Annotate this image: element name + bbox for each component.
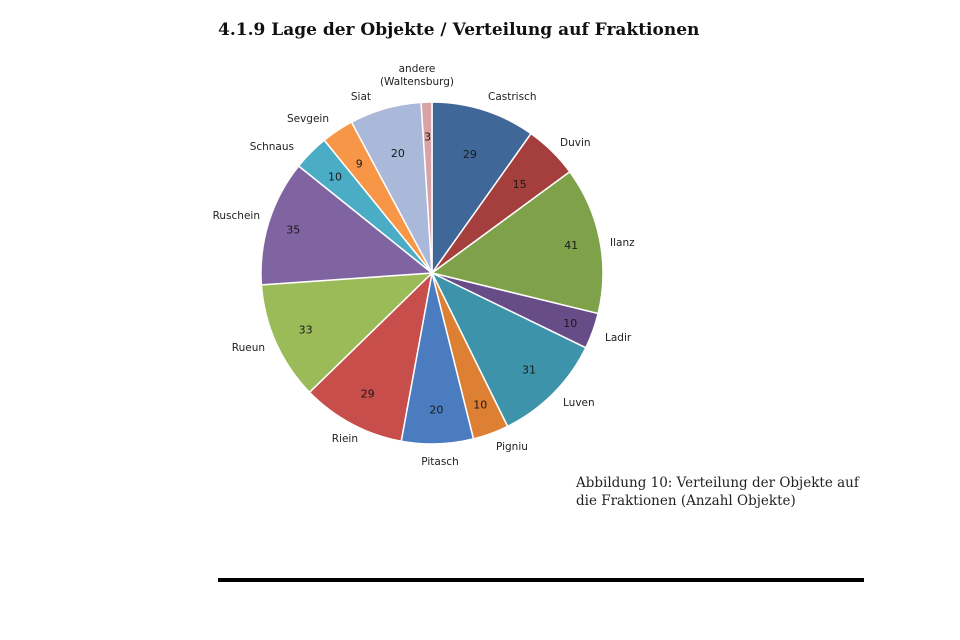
pie-slice-ruschein [260,164,434,286]
slice-value-duvin: 15 [513,178,527,191]
slice-name-andere-waltensburg: andere (Waltensburg) [380,63,454,88]
slice-name-castrisch: Castrisch [488,91,537,103]
slice-name-rueun: Rueun [232,342,265,354]
slice-value-rueun: 33 [299,324,313,337]
pie-category-labels: Castrisch Duvin Ilanz Ladir Luven Pigniu Pitas… [213,63,636,468]
pie-slice-ilanz [430,170,604,315]
section-heading: 4.1.9 Lage der Objekte / Verteilung auf … [218,20,700,40]
footer-rule [218,578,864,582]
slice-value-pitasch: 20 [429,404,443,417]
slice-name-pigniu: Pigniu [496,441,528,453]
pie-value-labels: 29 15 41 10 31 10 20 29 33 35 10 9 20 3 [286,130,578,416]
slice-name-schnaus: Schnaus [250,141,294,153]
slice-value-siat: 20 [391,147,405,160]
slice-name-ruschein: Ruschein [213,210,260,222]
slice-value-andere-waltensburg: 3 [424,130,431,143]
slice-name-duvin: Duvin [560,137,591,149]
pie-slice-rueun [260,272,434,394]
slice-name-siat: Siat [351,91,371,103]
pie-slice-castrisch [431,101,533,276]
slice-value-castrisch: 29 [463,148,477,161]
slice-value-riein: 29 [361,388,375,401]
slice-name-ladir: Ladir [605,332,632,344]
slice-name-pitasch: Pitasch [421,456,458,468]
figure-caption: Abbildung 10: Verteilung der Objekte auf… [576,475,859,509]
pie-slices [260,101,604,445]
slice-value-sevgein: 9 [356,157,363,170]
slice-value-luven: 31 [522,364,536,377]
slice-name-riein: Riein [332,433,358,445]
slice-value-pigniu: 10 [473,399,487,412]
pie-slice-riein [308,270,434,443]
slice-name-ilanz: Ilanz [610,237,635,249]
slice-name-luven: Luven [563,397,595,409]
slice-value-ladir: 10 [563,317,577,330]
slice-value-ilanz: 41 [564,239,578,252]
pie-slice-andere-waltensburg [420,101,433,274]
slice-value-schnaus: 10 [328,171,342,184]
slice-value-ruschein: 35 [286,224,300,237]
slice-name-sevgein: Sevgein [287,113,329,125]
pie-slice-luven [430,271,587,428]
